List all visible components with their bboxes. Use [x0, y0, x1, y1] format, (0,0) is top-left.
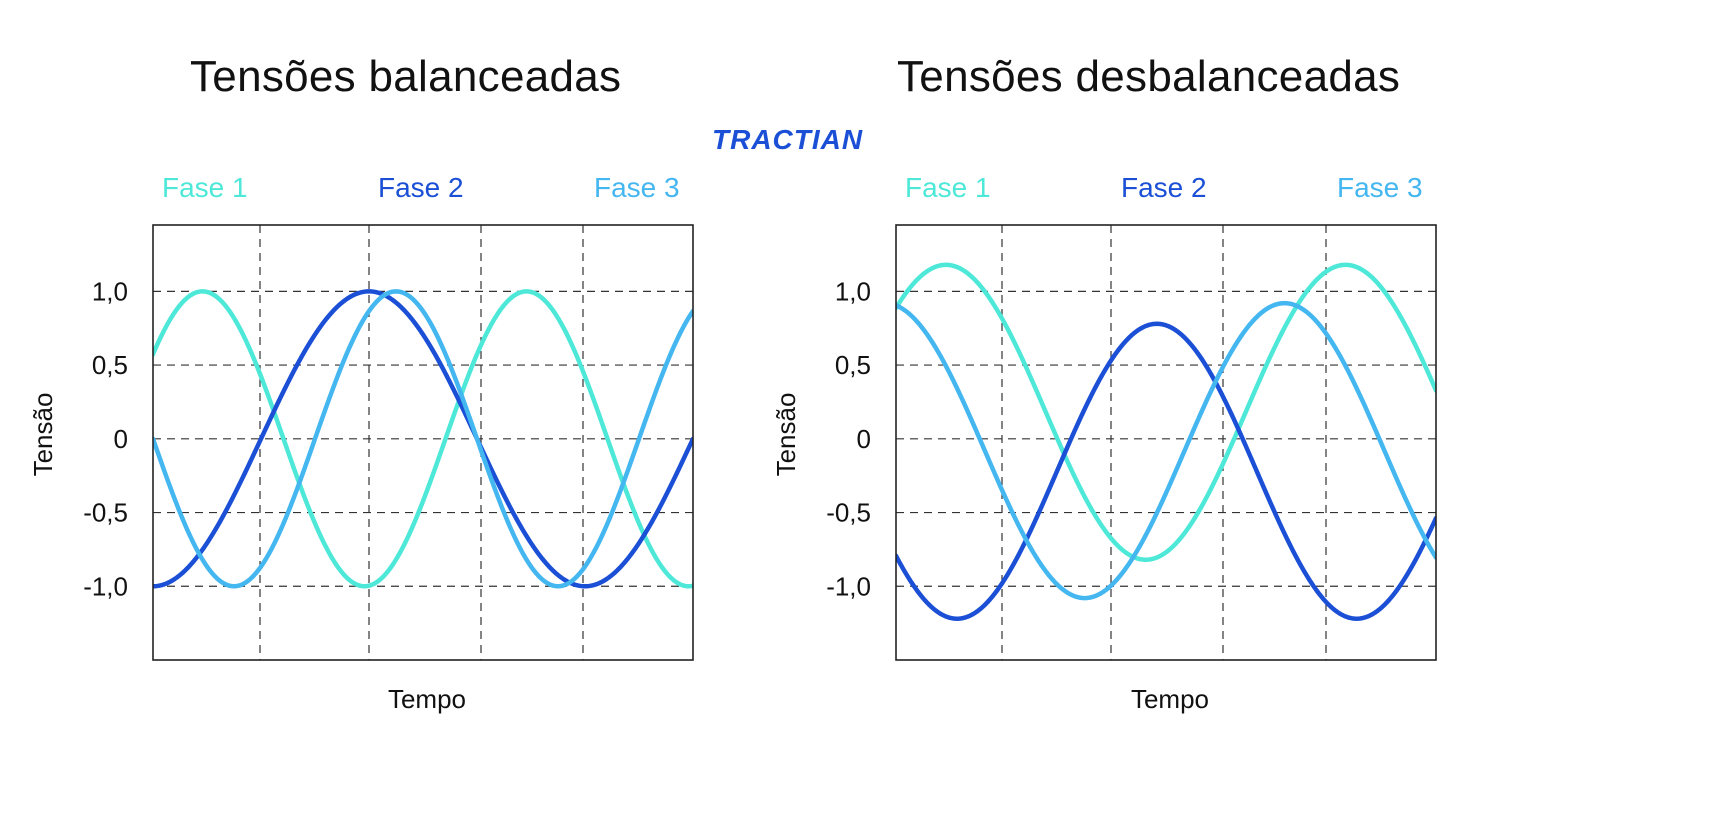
- x-axis-label: Tempo: [1131, 684, 1209, 714]
- plot-frame: [895, 224, 1437, 661]
- y-axis-label: Tensão: [28, 393, 58, 477]
- tractian-logo: TRACTIAN: [712, 124, 864, 155]
- legend-fase2-left: Fase 2: [378, 172, 464, 203]
- legend-fase3-left: Fase 3: [594, 172, 680, 203]
- series-line-fase-3: [896, 300, 1436, 601]
- chart-title-balanced: Tensões balanceadas: [190, 52, 622, 101]
- legend-fase1-left: Fase 1: [162, 172, 248, 203]
- y-tick-label: 1,0: [835, 276, 871, 306]
- y-tick-label: 0: [114, 424, 128, 454]
- y-tick-label: 1,0: [92, 276, 128, 306]
- y-tick-label: -1,0: [83, 571, 128, 601]
- y-tick-label: 0,5: [92, 350, 128, 380]
- series-line-fase-1: [896, 262, 1436, 562]
- chart-title-unbalanced: Tensões desbalanceadas: [897, 52, 1401, 101]
- series-line-fase-2: [153, 289, 693, 589]
- y-tick-label: 0: [857, 424, 871, 454]
- y-tick-label: 0,5: [835, 350, 871, 380]
- series-line-fase-3: [153, 289, 693, 589]
- series-line-fase-2: [896, 321, 1436, 621]
- y-tick-label: -0,5: [83, 498, 128, 528]
- legend-fase2-right: Fase 2: [1121, 172, 1207, 203]
- plot-frame: [152, 224, 694, 661]
- y-axis-label: Tensão: [771, 393, 801, 477]
- y-tick-label: -0,5: [826, 498, 871, 528]
- y-tick-label: -1,0: [826, 571, 871, 601]
- x-axis-label: Tempo: [388, 684, 466, 714]
- series-line-fase-1: [153, 289, 693, 589]
- legend-fase3-right: Fase 3: [1337, 172, 1423, 203]
- legend-fase1-right: Fase 1: [905, 172, 991, 203]
